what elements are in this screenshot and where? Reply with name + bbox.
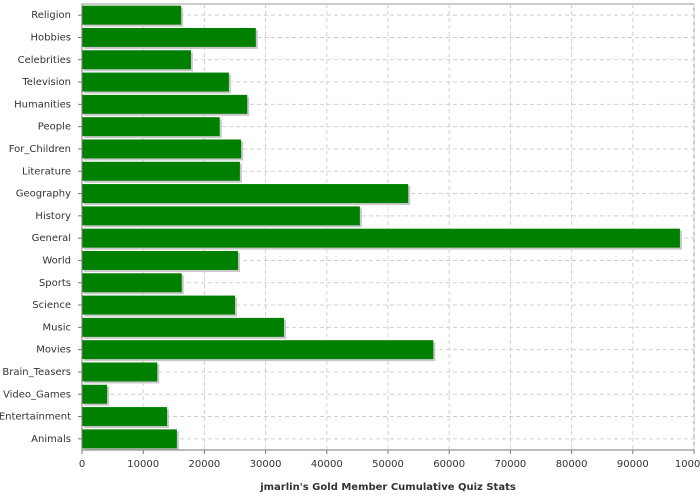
bar: [82, 228, 680, 248]
y-tick-label: General: [32, 233, 71, 244]
x-tick-label: 30000: [250, 459, 282, 470]
x-tick-label: 20000: [188, 459, 220, 470]
y-tick-label: Science: [32, 300, 71, 311]
bar: [82, 139, 242, 159]
y-tick-label: People: [38, 122, 71, 133]
bar: [82, 50, 191, 70]
bar: [82, 407, 168, 427]
x-axis-label: jmarlin's Gold Member Cumulative Quiz St…: [259, 482, 516, 493]
bar: [82, 295, 235, 315]
x-tick-label: 80000: [556, 459, 588, 470]
y-tick-label: World: [42, 255, 71, 266]
bar: [82, 184, 409, 204]
x-tick-label: 60000: [433, 459, 465, 470]
bar: [82, 27, 256, 47]
y-tick-label: Animals: [31, 434, 71, 445]
x-tick-label: 90000: [617, 459, 649, 470]
y-tick-label: Movies: [36, 345, 71, 356]
x-tick-label: 70000: [494, 459, 526, 470]
bar: [82, 206, 360, 226]
y-tick-label: For_Children: [9, 144, 71, 155]
bar: [82, 273, 182, 293]
x-tick-label: 0: [79, 459, 85, 470]
y-tick-label: Music: [43, 322, 71, 333]
bar: [82, 340, 434, 360]
bar: [82, 94, 248, 114]
bar: [82, 429, 177, 449]
y-tick-label: Video_Games: [3, 389, 71, 400]
x-tick-label: 50000: [372, 459, 404, 470]
bar: [82, 362, 158, 382]
x-tick-label: 40000: [311, 459, 343, 470]
x-tick-label: 100000: [675, 459, 700, 470]
bar: [82, 5, 182, 25]
y-tick-label: Literature: [22, 166, 71, 177]
y-tick-label: Sports: [39, 278, 71, 289]
y-tick-label: Humanities: [14, 99, 71, 110]
y-tick-label: Entertainment: [0, 412, 71, 423]
bar: [82, 250, 239, 270]
y-tick-label: Religion: [31, 10, 71, 21]
x-tick-label: 10000: [127, 459, 159, 470]
y-tick-label: Hobbies: [31, 32, 71, 43]
y-tick-label: Brain_Teasers: [2, 367, 71, 378]
y-tick-label: History: [35, 211, 71, 222]
bar: [82, 317, 284, 337]
bar: [82, 384, 108, 404]
y-tick-label: Television: [21, 77, 71, 88]
bar: [82, 72, 229, 92]
bar: [82, 161, 240, 181]
y-tick-label: Celebrities: [18, 55, 71, 66]
y-tick-label: Geography: [16, 189, 71, 200]
bar: [82, 117, 220, 137]
